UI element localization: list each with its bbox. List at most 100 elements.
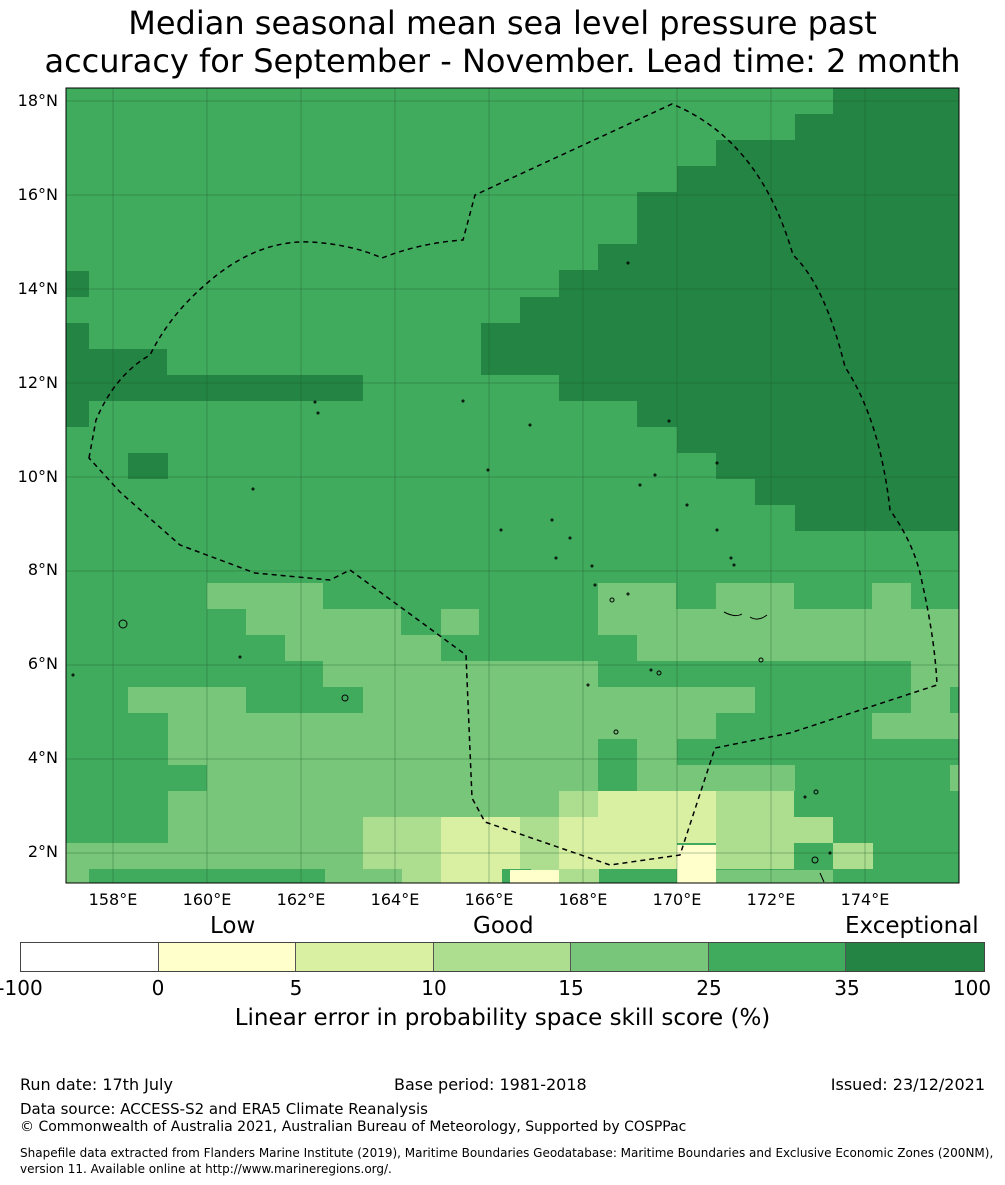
atoll <box>723 611 743 617</box>
skill-cell <box>520 297 959 323</box>
skill-cell <box>637 765 795 791</box>
lon-label: 172°E <box>746 890 796 909</box>
island <box>568 536 572 540</box>
island <box>732 563 736 567</box>
islands <box>71 261 832 883</box>
legend-category-good: Good <box>473 913 534 939</box>
skill-cell <box>716 453 959 479</box>
skill-cell <box>168 739 246 765</box>
skill-cell <box>89 843 363 869</box>
island <box>528 423 532 427</box>
skill-cell <box>363 817 442 843</box>
skill-cell <box>833 843 873 869</box>
island <box>811 856 819 864</box>
skill-cell <box>559 843 677 869</box>
island <box>649 668 653 672</box>
skill-cell <box>66 271 89 297</box>
island <box>828 851 832 855</box>
skill-cell <box>168 817 363 843</box>
lat-label: 4°N <box>27 748 58 767</box>
skill-map <box>65 87 960 884</box>
skill-cell <box>755 479 959 505</box>
skill-cell <box>677 845 716 883</box>
island <box>613 729 619 735</box>
island <box>313 400 317 404</box>
base-period: Base period: 1981-2018 <box>394 1075 587 1094</box>
skill-cell <box>637 401 959 427</box>
island <box>461 399 465 403</box>
skill-cell <box>716 843 794 869</box>
skill-cell <box>716 870 833 883</box>
skill-cells <box>66 88 959 883</box>
colorbar-segment <box>708 943 847 971</box>
shapefile-credit-line-2: version 11. Available online at http://w… <box>20 1162 392 1176</box>
skill-cell <box>716 140 959 166</box>
lon-label: 166°E <box>464 890 514 909</box>
lat-label: 6°N <box>27 654 58 673</box>
island <box>118 619 128 629</box>
island <box>486 468 490 472</box>
skill-cell <box>325 869 402 883</box>
colorbar-segment <box>846 943 985 971</box>
skill-cell <box>559 270 959 297</box>
skill-cell <box>716 583 794 609</box>
skill-cell <box>441 869 502 883</box>
skill-cell <box>66 843 89 883</box>
skill-cell <box>520 817 559 843</box>
island <box>803 795 807 799</box>
island <box>729 556 733 560</box>
lat-label: 8°N <box>27 560 58 579</box>
skill-cell <box>246 609 401 635</box>
island <box>586 683 590 687</box>
skill-cell <box>363 687 598 713</box>
island <box>715 528 719 532</box>
skill-cell <box>716 791 794 817</box>
skill-cell <box>872 713 959 739</box>
island <box>71 673 75 677</box>
skill-cell <box>598 583 676 609</box>
island <box>715 461 719 465</box>
skill-cell <box>559 791 598 817</box>
island <box>626 261 630 265</box>
skill-cell <box>207 583 323 609</box>
lat-label: 16°N <box>17 185 58 204</box>
lat-label: 14°N <box>17 279 58 298</box>
skill-cell <box>833 505 959 531</box>
island <box>685 503 689 507</box>
legend-category-low: Low <box>210 913 256 939</box>
lon-label: 174°E <box>840 890 890 909</box>
skill-cell <box>520 843 559 869</box>
skill-cell <box>168 713 566 739</box>
island <box>626 592 630 596</box>
legend-category-exceptional: Exceptional <box>845 913 979 939</box>
lon-label: 162°E <box>276 890 326 909</box>
colorbar-label: Linear error in probability space skill … <box>234 1005 771 1031</box>
colorbar-segment <box>296 943 435 971</box>
skill-cell <box>441 609 479 635</box>
skill-cell <box>598 609 959 635</box>
colorbar-tick: 100 <box>952 976 992 1000</box>
shapefile-credit-line-1: Shapefile data extracted from Flanders M… <box>20 1146 994 1160</box>
lat-label: 18°N <box>17 91 58 110</box>
island <box>593 583 597 587</box>
skill-cell <box>481 323 959 375</box>
skill-cell <box>466 661 598 687</box>
island <box>667 419 671 423</box>
skill-cell <box>833 88 959 114</box>
lat-label: 10°N <box>17 467 58 486</box>
skill-cell <box>637 192 959 244</box>
lon-label: 170°E <box>652 890 702 909</box>
map-title-line-1: Median seasonal mean sea level pressure … <box>128 4 877 42</box>
colorbar-segment <box>21 943 159 971</box>
skill-cell <box>363 843 442 869</box>
map-frame <box>65 87 960 884</box>
colorbar <box>20 942 985 972</box>
island <box>554 556 558 560</box>
island <box>499 528 503 532</box>
skill-cell <box>637 635 959 661</box>
skill-cell <box>168 791 559 817</box>
island <box>590 564 594 568</box>
run-date: Run date: 17th July <box>20 1075 173 1094</box>
colorbar-tick: 35 <box>834 976 860 1000</box>
skill-cell <box>510 870 559 883</box>
